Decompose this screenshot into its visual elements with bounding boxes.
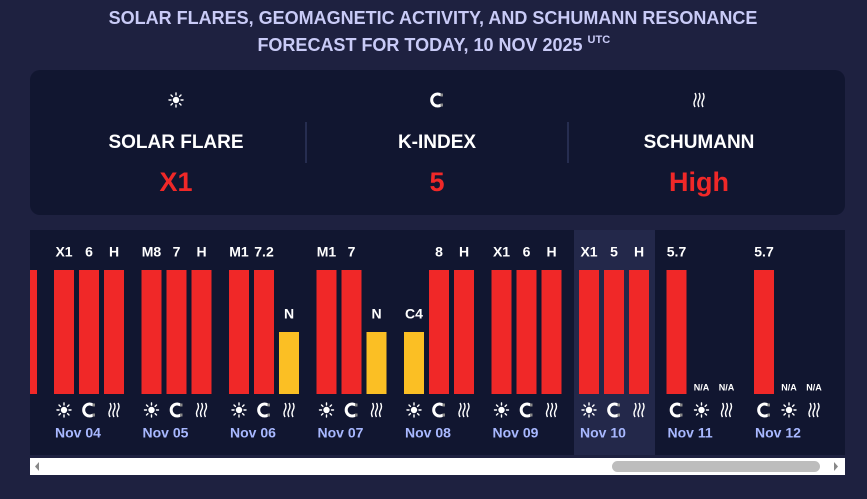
- scroll-left[interactable]: [35, 462, 39, 471]
- summary: SOLAR FLARE X1 K-INDEX 5 SCHUMANN High: [108, 132, 754, 197]
- bar: [166, 270, 187, 394]
- bar: [254, 270, 274, 394]
- sun-icon: [781, 402, 797, 418]
- bar: [104, 270, 124, 394]
- sun-icon: [693, 402, 710, 418]
- date-label: Nov 08: [405, 425, 451, 441]
- bar-label: 7: [348, 244, 356, 260]
- bar-label: M1: [229, 244, 249, 260]
- bar: [604, 270, 624, 394]
- bar-label: H: [196, 244, 206, 260]
- date-label: Nov 06: [230, 425, 276, 441]
- sun-icon: [231, 402, 247, 418]
- sun-icon: [493, 402, 510, 418]
- sun-icon: [168, 92, 184, 108]
- date-label: Nov 04: [55, 425, 101, 441]
- bar: [366, 332, 387, 394]
- summary-value: High: [669, 167, 729, 197]
- bar-label: 7: [173, 244, 181, 260]
- bar-label: 5.7: [754, 244, 774, 260]
- bar-label: 6: [85, 244, 93, 260]
- summary-label: SCHUMANN: [644, 132, 755, 153]
- bar: [629, 270, 649, 394]
- scroll-right[interactable]: [834, 462, 838, 471]
- bar: [141, 270, 162, 394]
- date-label: Nov 05: [143, 425, 189, 441]
- bar-label: 5.7: [667, 244, 687, 260]
- sun-icon: [56, 402, 72, 418]
- bar-label: 7.2: [254, 244, 274, 260]
- bar: [316, 270, 337, 394]
- bar-label: N/A: [781, 382, 797, 392]
- summary-value: X1: [159, 167, 192, 197]
- date-label: Nov 11: [668, 425, 713, 441]
- bar: [79, 270, 99, 394]
- bar-label: N: [371, 306, 381, 322]
- date-label: Nov 09: [493, 425, 539, 441]
- bar-label: 8: [435, 244, 443, 260]
- sun-icon: [581, 402, 597, 418]
- sun-icon: [406, 402, 422, 418]
- bar-label: N/A: [719, 382, 735, 392]
- bar: [491, 270, 512, 394]
- bar-label: X1: [493, 244, 510, 260]
- date-label: Nov 12: [755, 425, 801, 441]
- bar-label: H: [634, 244, 644, 260]
- bar-label: X1: [55, 244, 72, 260]
- bar: [341, 270, 362, 394]
- bar: [229, 270, 249, 394]
- title-line: SOLAR FLARES, GEOMAGNETIC ACTIVITY, AND …: [109, 8, 758, 28]
- summary-value: 5: [429, 167, 444, 197]
- date-label: Nov 10: [580, 425, 626, 441]
- bar-label: M1: [317, 244, 337, 260]
- bar: [279, 332, 299, 394]
- scroll-thumb[interactable]: [612, 461, 820, 472]
- title: SOLAR FLARES, GEOMAGNETIC ACTIVITY, AND …: [109, 8, 758, 55]
- bar-label: M8: [142, 244, 162, 260]
- summary-label: K-INDEX: [398, 132, 476, 153]
- bar-label: H: [109, 244, 119, 260]
- bar: [191, 270, 212, 394]
- bar-label: H: [546, 244, 556, 260]
- bar: [454, 270, 474, 394]
- title-superscript: UTC: [588, 34, 611, 46]
- title-line: FORECAST FOR TODAY, 10 NOV 2025: [257, 35, 582, 55]
- bar-label: N/A: [694, 382, 710, 392]
- date-label: Nov 07: [318, 425, 364, 441]
- bar: [54, 270, 74, 394]
- bar-label: 6: [523, 244, 531, 260]
- bar: [754, 270, 774, 394]
- bar: [516, 270, 537, 394]
- bar: [429, 270, 449, 394]
- bar: [579, 270, 599, 394]
- bar-label: X1: [580, 244, 597, 260]
- bar-label: H: [459, 244, 469, 260]
- bar-label: N/A: [806, 382, 822, 392]
- summary-label: SOLAR FLARE: [108, 132, 243, 153]
- bar: [666, 270, 687, 394]
- summary-panel: [30, 70, 845, 215]
- bar: [404, 332, 424, 394]
- sun-icon: [318, 402, 335, 418]
- sun-icon: [143, 402, 160, 418]
- partial-bar: [30, 270, 37, 394]
- bar: [541, 270, 562, 394]
- bar-label: 5: [610, 244, 618, 260]
- bar-label: N: [284, 306, 294, 322]
- bar-label: C4: [405, 306, 423, 322]
